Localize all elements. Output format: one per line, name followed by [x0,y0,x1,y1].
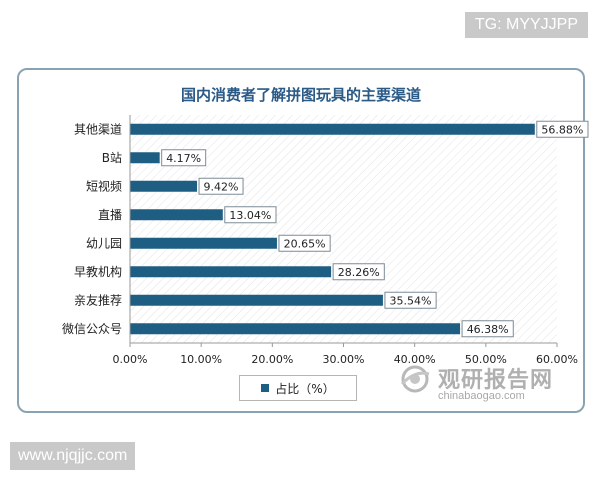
data-label-box [198,177,244,195]
data-label: 9.42% [204,180,239,193]
category-label: 其他渠道 [74,122,122,136]
category-label: B站 [102,151,122,165]
plot-area-background [130,115,557,343]
bar-0 [130,123,535,135]
category-label: 亲友推荐 [74,293,122,307]
x-tick-label: 50.00% [465,353,507,366]
tg-watermark-badge: TG: MYYJJPP [464,12,588,38]
data-label: 35.54% [390,294,432,307]
x-tick-label: 30.00% [323,353,365,366]
category-label: 微信公众号 [62,322,122,336]
bar-1 [130,152,160,164]
data-label-box [224,206,277,224]
bar-4 [130,237,277,249]
legend-swatch [261,384,270,392]
chinabaogao-watermark: 观研报告网 chinabaogao.com [398,362,568,410]
watermark-name-cn: 观研报告网 [438,368,554,393]
bar-2 [130,180,198,192]
x-tick-label: 40.00% [394,353,436,366]
url-watermark-badge: www.njqjjc.com [10,442,136,470]
data-label-box [536,120,589,138]
category-label: 短视频 [86,178,122,193]
data-label: 13.04% [229,209,271,222]
bar-5 [130,266,332,278]
category-label: 幼儿园 [86,236,122,250]
data-label: 46.38% [467,323,509,336]
legend: 占比（%） [239,375,357,401]
data-label-box [278,234,331,252]
bar-6 [130,294,383,306]
data-label: 20.65% [284,237,326,250]
data-label: 4.17% [166,152,201,165]
globe-swoosh-icon [400,365,430,393]
legend-label: 占比（%） [275,381,335,396]
data-label-box [461,320,514,338]
x-tick-label: 0.00% [113,353,148,366]
bar-7 [130,323,461,335]
bar-3 [130,209,223,221]
watermark-name-en: chinabaogao.com [438,390,525,402]
data-label-box [161,149,207,167]
category-label: 早教机构 [74,264,122,279]
x-tick-label: 20.00% [251,353,293,366]
chart-title: 国内消费者了解拼图玩具的主要渠道 [180,86,421,104]
data-label: 28.26% [338,266,380,279]
data-label: 56.88% [541,123,583,136]
category-label: 直播 [98,208,122,222]
x-tick-label: 10.00% [180,353,222,366]
x-tick-label: 60.00% [536,353,578,366]
data-label-box [384,291,437,309]
data-label-box [332,263,385,281]
